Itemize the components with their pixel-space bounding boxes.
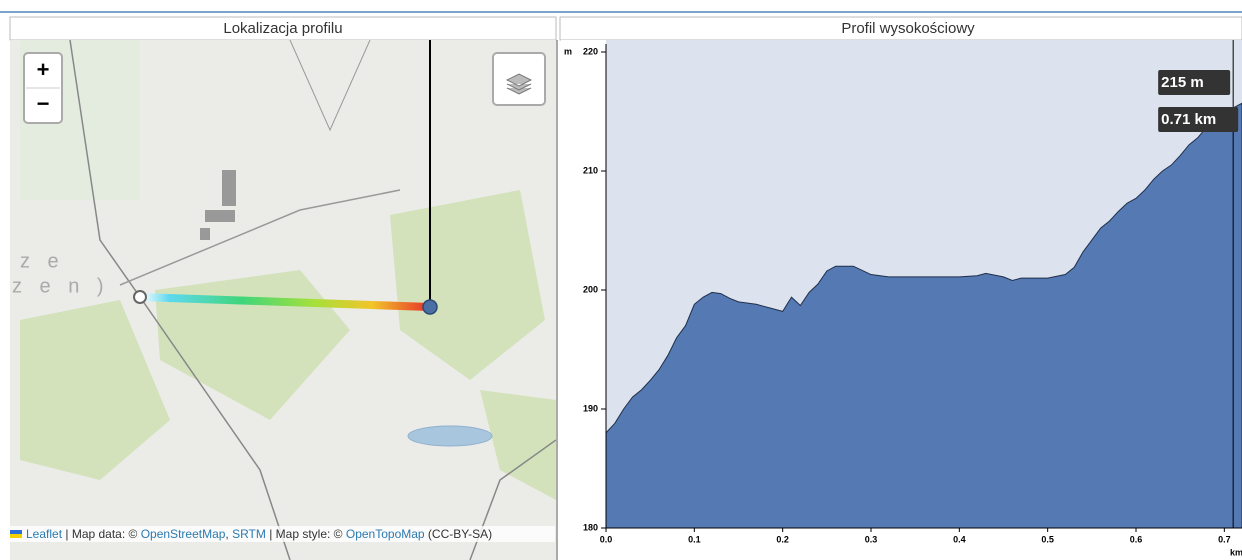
map[interactable]: z e z e n ) + − — [10, 40, 556, 560]
x-tick-label: 0.4 — [953, 534, 966, 544]
attribution-text: | Map data: © — [62, 527, 141, 541]
map-label: z e n ) — [12, 275, 110, 297]
attribution-link[interactable]: SRTM — [232, 527, 266, 541]
x-tick-label: 0.5 — [1041, 534, 1054, 544]
x-tick-label: 0.6 — [1130, 534, 1143, 544]
tooltip-value: 215 m — [1161, 74, 1204, 91]
start-marker — [134, 291, 146, 303]
building — [205, 210, 235, 222]
focus-marker — [423, 300, 437, 314]
screen: Lokalizacja profilu Profil wysokościowy … — [0, 0, 1242, 560]
y-tick-label: 220 — [583, 46, 598, 56]
attribution-link[interactable]: OpenTopoMap — [346, 527, 425, 541]
x-tick-label: 0.3 — [865, 534, 878, 544]
attribution-link[interactable]: OpenStreetMap — [141, 527, 226, 541]
x-tick-label: 0.0 — [600, 534, 613, 544]
y-tick-label: 200 — [583, 284, 598, 294]
y-tick-label: 180 — [583, 522, 598, 532]
x-tick-label: 0.2 — [776, 534, 789, 544]
map-label: z e — [20, 250, 65, 272]
x-tick-label: 0.1 — [688, 534, 701, 544]
zoom-in[interactable]: + — [37, 57, 50, 82]
y-tick-label: 190 — [583, 403, 598, 413]
tooltip-distance: 0.71 km — [1161, 111, 1216, 128]
y-tick-label: 210 — [583, 165, 598, 175]
elevation-chart: 180 190 200 210 220 0.0 0.1 0.2 0.3 0.4 0.5 0.6 0.7 m… — [564, 40, 1242, 557]
y-axis-unit: m — [564, 46, 572, 56]
building — [200, 228, 210, 240]
page: Lokalizacja profilu Profil wysokościowy … — [0, 0, 1242, 560]
attribution: Leaflet | Map data: © OpenStreetMap, SRT… — [10, 526, 555, 542]
x-axis-unit: km — [1230, 547, 1242, 557]
zoom-out[interactable]: − — [37, 91, 50, 116]
building — [222, 170, 236, 206]
map-title: Lokalizacja profilu — [223, 20, 342, 37]
attribution-link[interactable]: Leaflet — [26, 527, 62, 541]
lake — [408, 426, 492, 446]
chart-title: Profil wysokościowy — [841, 20, 975, 37]
x-tick-label: 0.7 — [1218, 534, 1231, 544]
attribution-text: (CC-BY-SA) — [425, 527, 493, 541]
attribution-text: | Map style: © — [266, 527, 346, 541]
flag — [10, 530, 22, 538]
